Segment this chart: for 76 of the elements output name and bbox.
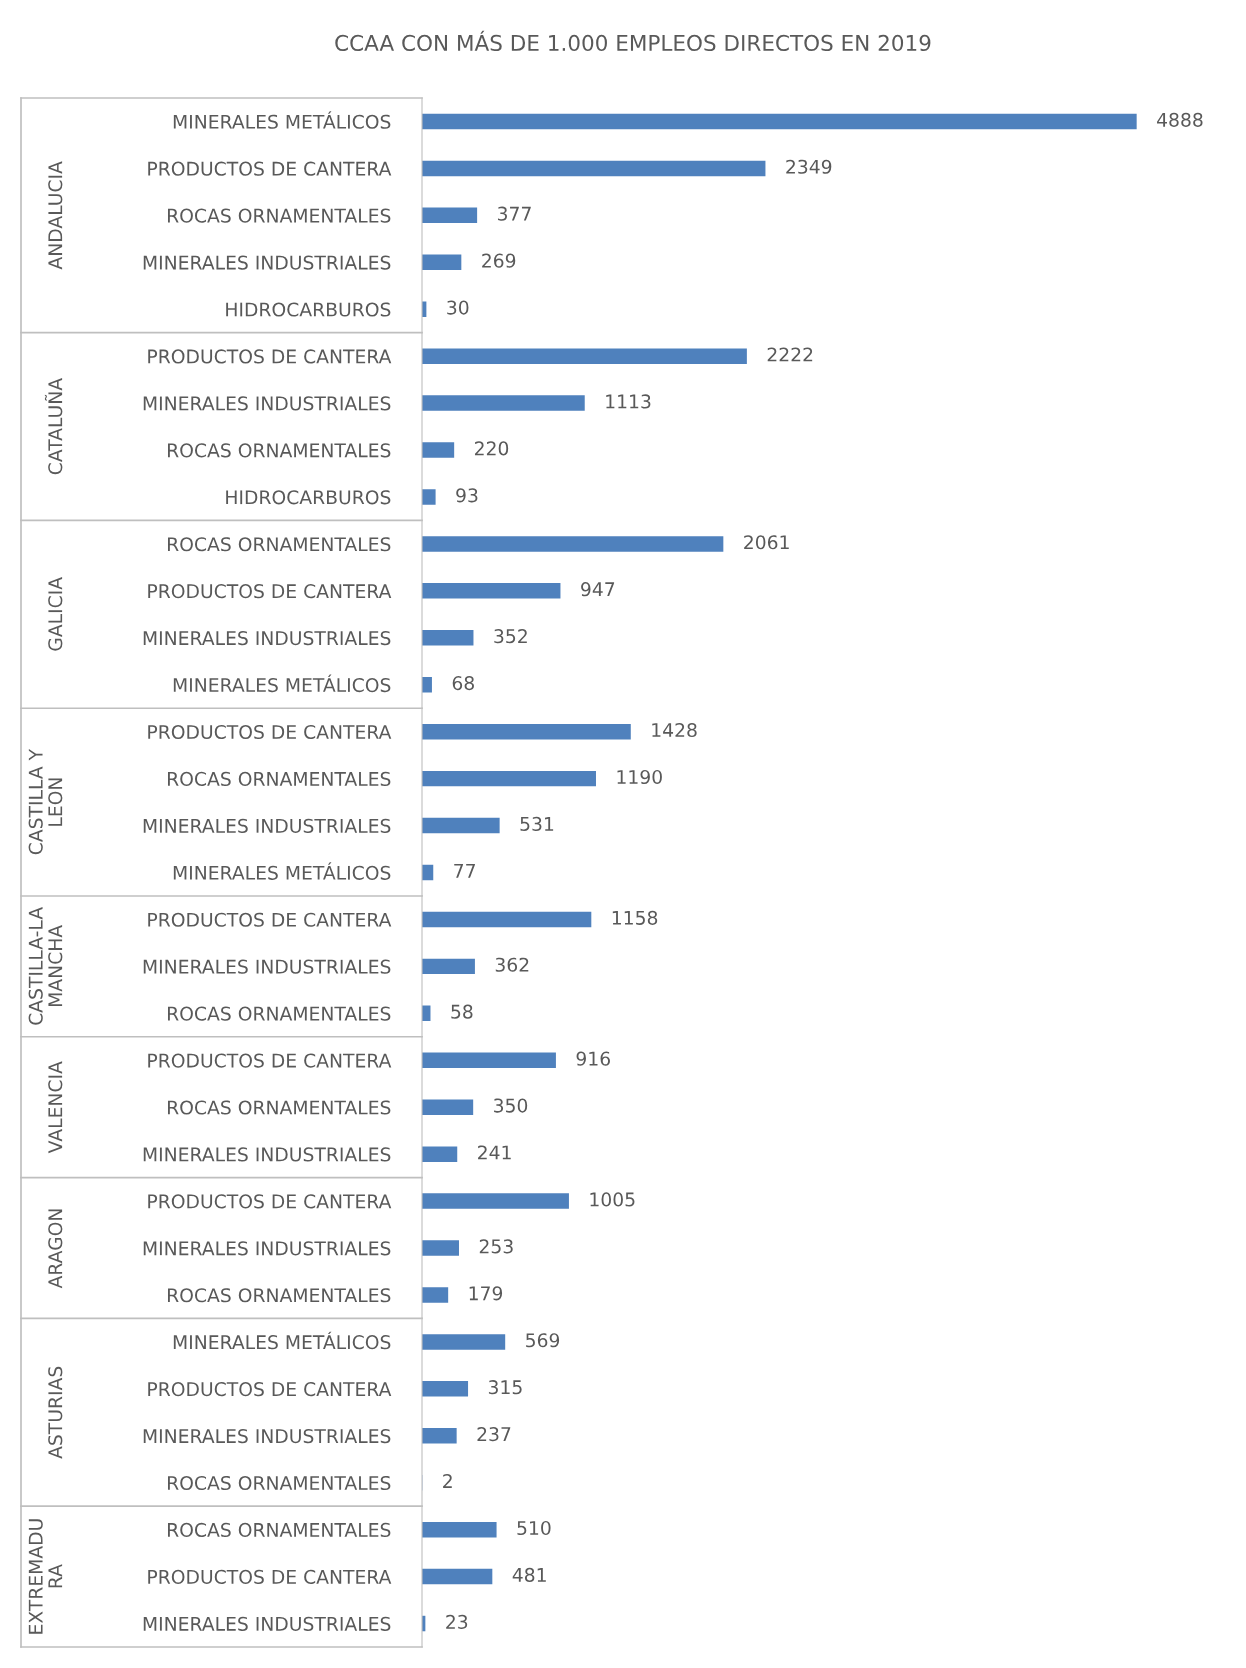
y-axis-title: CASTILLA Y LEON [28, 748, 63, 855]
y-tick-label: MINERALES INDUSTRIALES [143, 1241, 391, 1256]
y-tick-label: MINERALES METÁLICOS [173, 111, 391, 129]
data-label: 947 [581, 582, 615, 597]
data-label: 2 [443, 1473, 452, 1488]
y-tick-label: ROCAS ORNAMENTALES [168, 537, 391, 552]
data-label: 269 [482, 253, 516, 268]
data-label: 569 [526, 1333, 560, 1348]
y-tick-label: PRODUCTOS DE CANTERA [148, 1194, 392, 1209]
data-label: 510 [517, 1520, 551, 1536]
data-label: 179 [469, 1286, 503, 1301]
y-tick-label: MINERALES INDUSTRIALES [143, 818, 391, 833]
y-tick-label: PRODUCTOS DE CANTERA [148, 1569, 392, 1584]
data-label: 315 [488, 1380, 522, 1395]
data-label: 350 [494, 1098, 528, 1113]
y-tick-label: MINERALES INDUSTRIALES [143, 1616, 391, 1631]
y-tick-label: PRODUCTOS DE CANTERA [148, 1053, 392, 1068]
data-label: 253 [479, 1239, 513, 1254]
data-label: 220 [474, 441, 509, 456]
y-tick-label: PRODUCTOS DE CANTERA [148, 161, 392, 176]
y-tick-label: ROCAS ORNAMENTALES [168, 771, 391, 787]
y-tick-label: MINERALES INDUSTRIALES [143, 396, 391, 411]
y-tick-label: PRODUCTOS DE CANTERA [148, 584, 392, 599]
data-label: 2061 [744, 535, 789, 550]
y-tick-label: ROCAS ORNAMENTALES [168, 1522, 391, 1538]
y-axis-title: VALENCIA [48, 1061, 63, 1154]
chart-title: CCAA CON MÁS DE 1.000 EMPLEOS DIRECTOS EN 2019 [335, 30, 931, 52]
y-tick-label: MINERALES INDUSTRIALES [143, 1428, 391, 1444]
y-tick-label: PRODUCTOS DE CANTERA [148, 724, 392, 740]
data-label: 93 [456, 488, 478, 503]
data-label: 2222 [767, 347, 813, 362]
data-label: 241 [478, 1145, 511, 1160]
y-axis-title: CASTILLA-LA MANCHA [28, 907, 63, 1025]
data-label: 916 [576, 1051, 610, 1066]
y-tick-label: HIDROCARBUROS [226, 302, 391, 317]
y-tick-label: MINERALES INDUSTRIALES [143, 255, 391, 270]
data-label: 362 [495, 957, 529, 972]
y-axis-title: GALICIA [48, 577, 63, 651]
y-axis-title: EXTREMADU RA [28, 1519, 63, 1634]
y-tick-label: ROCAS ORNAMENTALES [168, 443, 391, 458]
data-label: 4888 [1157, 112, 1203, 127]
y-tick-label: MINERALES INDUSTRIALES [143, 1147, 391, 1162]
y-tick-label: MINERALES METÁLICOS [173, 1331, 391, 1350]
y-axis-title: ARAGON [48, 1209, 63, 1289]
data-label: 68 [452, 676, 474, 691]
y-tick-label: PRODUCTOS DE CANTERA [148, 1382, 392, 1397]
y-tick-label: ROCAS ORNAMENTALES [168, 1288, 391, 1303]
y-tick-label: ROCAS ORNAMENTALES [168, 208, 391, 223]
data-label: 77 [454, 864, 475, 878]
data-label: 237 [477, 1427, 511, 1442]
y-axis-title: ANDALUCIA [48, 161, 63, 270]
y-tick-label: ROCAS ORNAMENTALES [168, 1006, 391, 1021]
y-tick-label: MINERALES METÁLICOS [173, 674, 391, 693]
data-label: 1190 [617, 769, 662, 785]
data-label: 2349 [786, 159, 832, 174]
data-label: 1158 [612, 910, 658, 925]
data-label: 30 [447, 300, 469, 315]
data-label: 1005 [590, 1192, 635, 1207]
data-label: 481 [512, 1567, 546, 1583]
y-tick-label: PRODUCTOS DE CANTERA [148, 349, 392, 364]
data-label: 352 [494, 629, 527, 644]
y-tick-label: MINERALES INDUSTRIALES [143, 959, 391, 974]
data-label: 377 [497, 206, 531, 221]
y-tick-label: HIDROCARBUROS [226, 490, 391, 505]
y-axis-title: ASTURIAS [48, 1366, 63, 1459]
y-tick-label: ROCAS ORNAMENTALES [168, 1100, 391, 1115]
y-tick-label: PRODUCTOS DE CANTERA [148, 912, 392, 927]
y-tick-label: MINERALES INDUSTRIALES [143, 631, 391, 646]
y-tick-label: ROCAS ORNAMENTALES [168, 1475, 391, 1491]
data-label: 531 [520, 816, 554, 831]
data-label: 1113 [606, 394, 651, 409]
data-label: 1428 [652, 722, 697, 738]
data-label: 58 [451, 1004, 473, 1019]
y-axis-title: CATALUÑA [44, 378, 63, 475]
data-label: 23 [446, 1614, 468, 1629]
y-tick-label: MINERALES METÁLICOS [173, 862, 391, 880]
